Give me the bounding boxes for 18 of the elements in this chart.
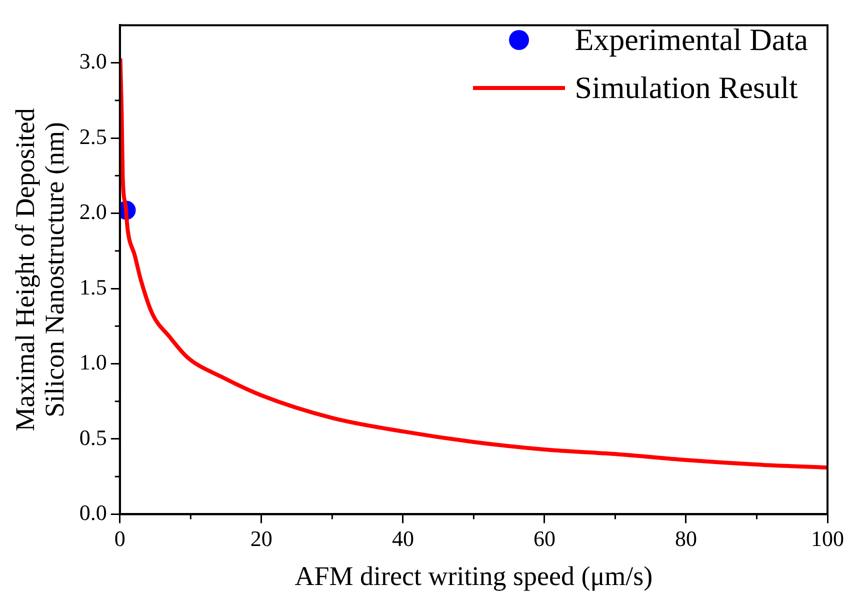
y-axis-title: Maximal Height of Deposited Silicon Nanostructure (nm) bbox=[10, 108, 70, 432]
x-axis-title: AFM direct writing speed (μm/s) bbox=[294, 560, 653, 591]
y-tick-label: 1.0 bbox=[79, 350, 107, 375]
y-tick-label: 0.5 bbox=[79, 424, 107, 450]
x-tick-label: 20 bbox=[250, 526, 272, 552]
x-tick-label: 80 bbox=[674, 526, 697, 552]
x-tick-label: 0 bbox=[114, 526, 126, 552]
x-tick-label: 60 bbox=[533, 526, 556, 552]
legend-label: Simulation Result bbox=[574, 69, 798, 107]
legend-label: Experimental Data bbox=[574, 21, 808, 59]
line-series bbox=[120, 56, 828, 470]
x-tick-label: 40 bbox=[392, 526, 414, 552]
x-tick-label: 100 bbox=[811, 526, 844, 552]
y-tick-label: 2.0 bbox=[79, 199, 107, 224]
y-tick-label: 1.5 bbox=[79, 274, 107, 300]
y-tick-label: 3.0 bbox=[79, 48, 107, 74]
y-tick-label: 0.0 bbox=[79, 500, 107, 525]
y-tick-label: 2.5 bbox=[79, 124, 107, 149]
